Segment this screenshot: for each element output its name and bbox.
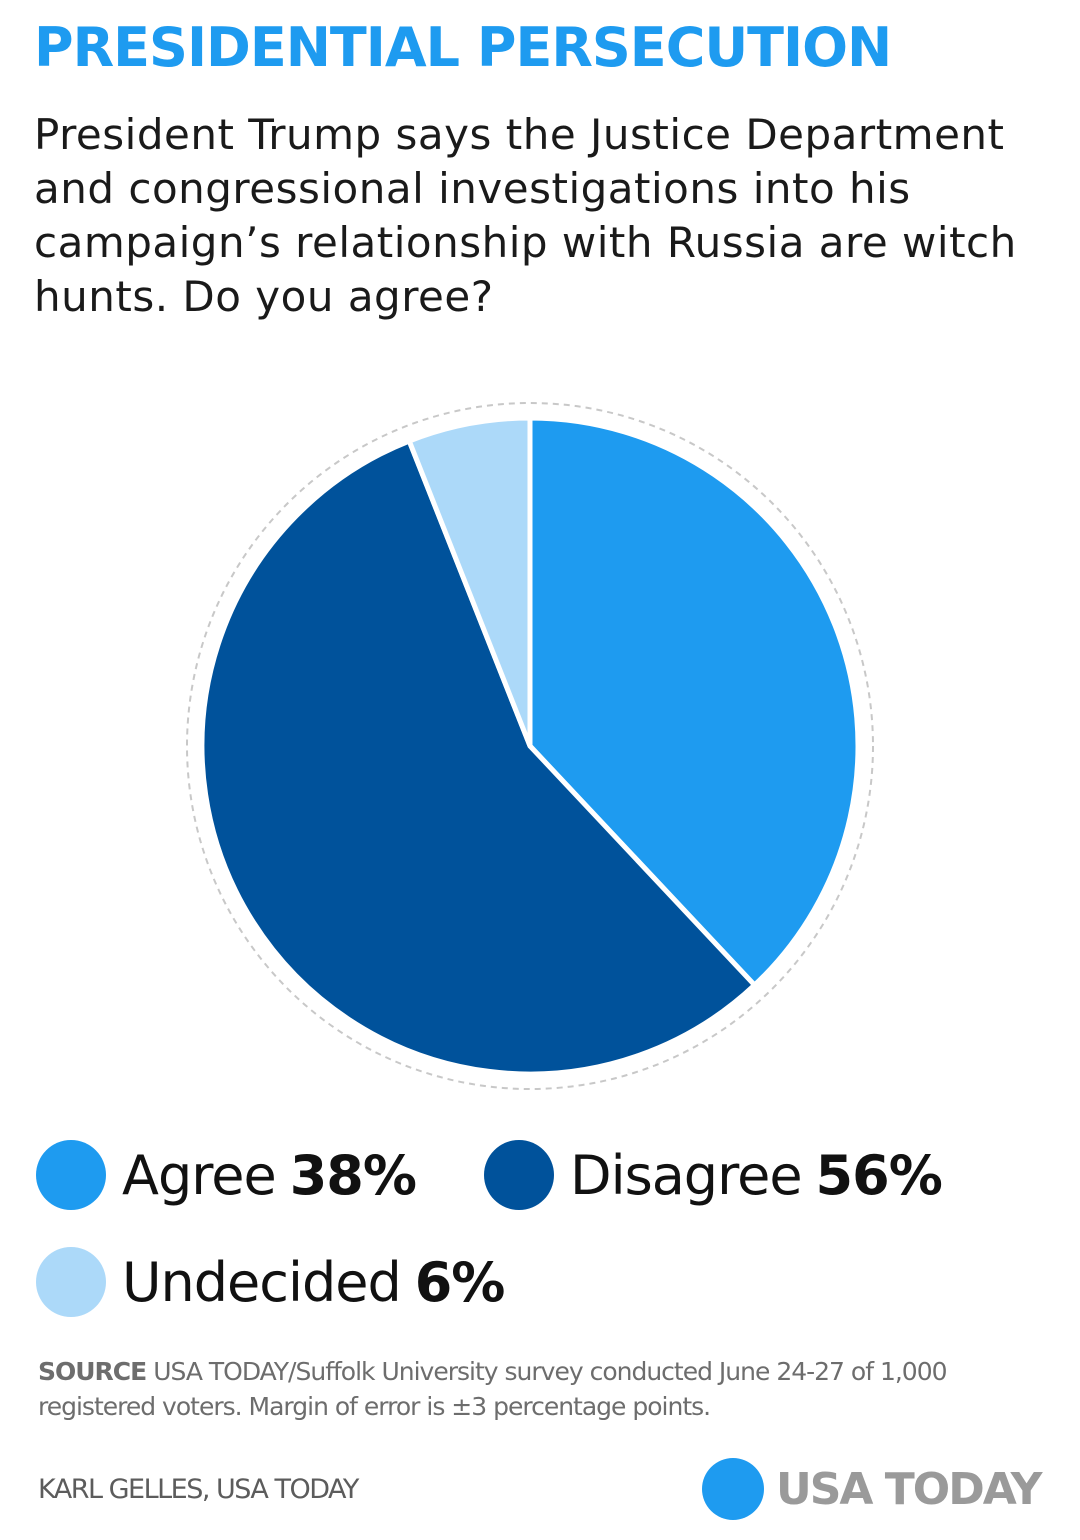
- legend-value-agree: 38%: [289, 1143, 417, 1207]
- pie-slice-agree: [527, 415, 861, 988]
- legend-value-undecided: 6%: [414, 1250, 506, 1314]
- pie-slice-disagree: [199, 438, 758, 1077]
- source-note: SOURCE USA TODAY/Suffolk University surv…: [38, 1354, 1068, 1424]
- chart-title: PRESIDENTIAL PERSECUTION: [34, 16, 892, 79]
- pie-slice-undecided: [406, 415, 533, 749]
- legend-swatch-disagree-icon: [484, 1140, 554, 1210]
- legend-swatch-agree-icon: [36, 1140, 106, 1210]
- pie-outer-dashed-ring: [186, 402, 874, 1090]
- source-label: SOURCE: [38, 1357, 147, 1386]
- legend-value-disagree: 56%: [815, 1143, 943, 1207]
- legend-item-agree: Agree 38%: [36, 1140, 417, 1210]
- pie-slices: [199, 415, 861, 1077]
- survey-question: President Trump says the Justice Departm…: [34, 110, 1017, 321]
- brand-name: USA TODAY: [776, 1463, 1042, 1515]
- usa-today-circle-logo-icon: [702, 1458, 764, 1520]
- source-text: USA TODAY/Suffolk University survey cond…: [38, 1357, 948, 1421]
- legend-label-disagree: Disagree: [570, 1143, 803, 1207]
- legend-label-undecided: Undecided: [122, 1250, 402, 1314]
- brand-logo: USA TODAY: [702, 1458, 1042, 1520]
- legend-label-agree: Agree: [122, 1143, 277, 1207]
- legend-swatch-undecided-icon: [36, 1247, 106, 1317]
- legend-item-undecided: Undecided 6%: [36, 1247, 506, 1317]
- legend-item-disagree: Disagree 56%: [484, 1140, 943, 1210]
- graphic-credit: KARL GELLES, USA TODAY: [38, 1474, 359, 1505]
